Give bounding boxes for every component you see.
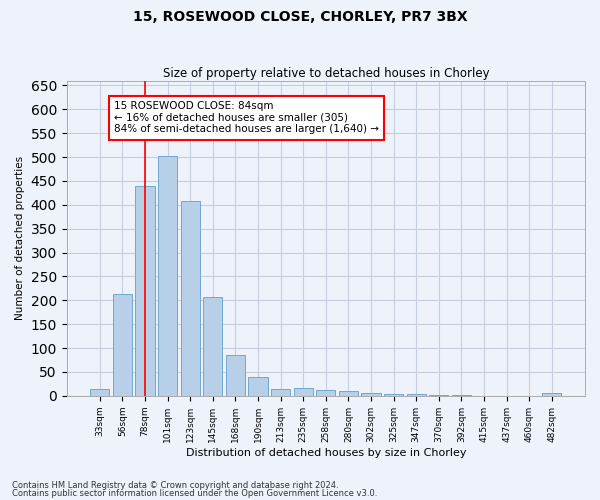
Bar — [90, 388, 109, 396]
Bar — [429, 395, 448, 396]
Bar — [293, 388, 313, 396]
Bar — [316, 390, 335, 396]
Bar — [248, 376, 268, 396]
Bar — [339, 391, 358, 396]
Text: 15, ROSEWOOD CLOSE, CHORLEY, PR7 3BX: 15, ROSEWOOD CLOSE, CHORLEY, PR7 3BX — [133, 10, 467, 24]
Bar — [113, 294, 132, 396]
Bar — [542, 394, 562, 396]
Bar — [384, 394, 403, 396]
Bar — [271, 388, 290, 396]
Y-axis label: Number of detached properties: Number of detached properties — [15, 156, 25, 320]
Bar — [361, 393, 380, 396]
Bar — [158, 156, 177, 396]
Bar — [203, 298, 223, 396]
Text: Contains HM Land Registry data © Crown copyright and database right 2024.: Contains HM Land Registry data © Crown c… — [12, 480, 338, 490]
Bar — [226, 355, 245, 396]
Title: Size of property relative to detached houses in Chorley: Size of property relative to detached ho… — [163, 66, 489, 80]
Bar — [136, 186, 155, 396]
Text: Contains public sector information licensed under the Open Government Licence v3: Contains public sector information licen… — [12, 489, 377, 498]
Bar — [181, 202, 200, 396]
X-axis label: Distribution of detached houses by size in Chorley: Distribution of detached houses by size … — [185, 448, 466, 458]
Bar — [407, 394, 426, 396]
Text: 15 ROSEWOOD CLOSE: 84sqm
← 16% of detached houses are smaller (305)
84% of semi-: 15 ROSEWOOD CLOSE: 84sqm ← 16% of detach… — [114, 101, 379, 134]
